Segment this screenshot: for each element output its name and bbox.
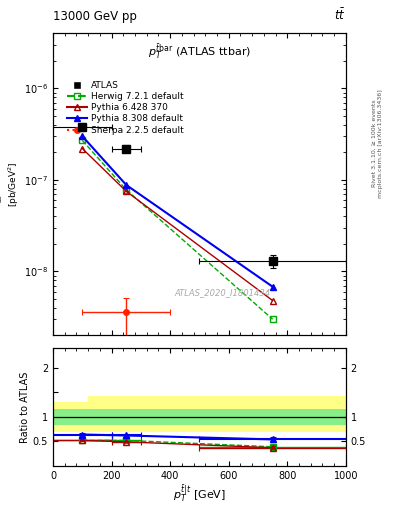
Y-axis label: $\frac{d^2\sigma}{d\bar{\sigma}}\cdot m^{\bar{b}ar}_{T}$
[pb/GeV$^2$]: $\frac{d^2\sigma}{d\bar{\sigma}}\cdot m^… bbox=[0, 161, 21, 207]
Text: ATLAS_2020_I1801434: ATLAS_2020_I1801434 bbox=[175, 289, 271, 297]
Text: 13000 GeV pp: 13000 GeV pp bbox=[53, 10, 137, 23]
Y-axis label: Ratio to ATLAS: Ratio to ATLAS bbox=[20, 371, 30, 443]
X-axis label: $p^{\bar{t}|t}_T$ [GeV]: $p^{\bar{t}|t}_T$ [GeV] bbox=[173, 483, 226, 504]
Text: mcplots.cern.ch [arXiv:1306.3436]: mcplots.cern.ch [arXiv:1306.3436] bbox=[378, 89, 382, 198]
Text: $t\bar{t}$: $t\bar{t}$ bbox=[334, 8, 346, 23]
Legend: ATLAS, Herwig 7.2.1 default, Pythia 6.428 370, Pythia 8.308 default, Sherpa 2.2.: ATLAS, Herwig 7.2.1 default, Pythia 6.42… bbox=[63, 77, 187, 138]
Text: Rivet 3.1.10, ≥ 100k events: Rivet 3.1.10, ≥ 100k events bbox=[372, 99, 376, 187]
Text: $p_T^{\bar{t}\mathrm{bar}}$ (ATLAS ttbar): $p_T^{\bar{t}\mathrm{bar}}$ (ATLAS ttbar… bbox=[148, 42, 251, 61]
